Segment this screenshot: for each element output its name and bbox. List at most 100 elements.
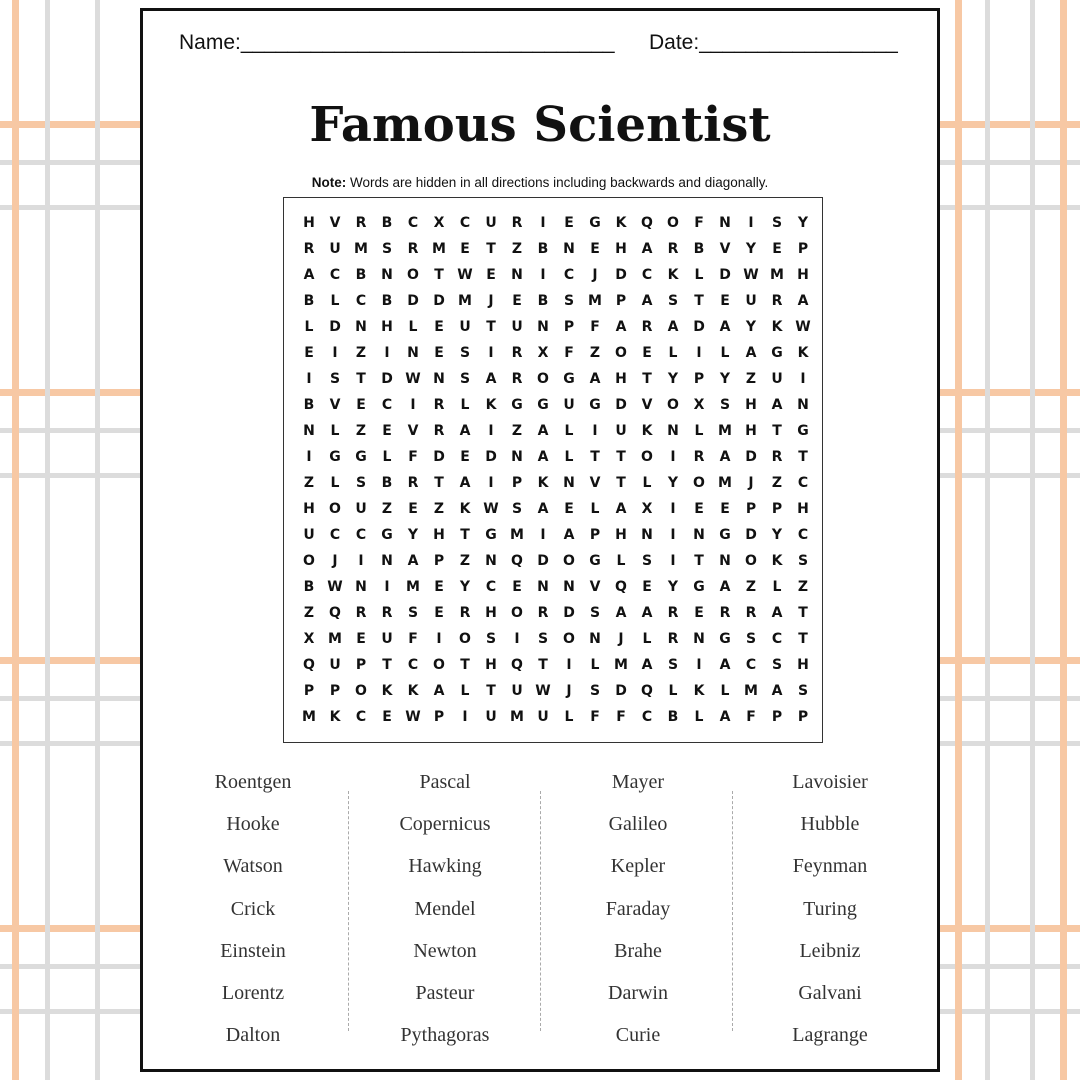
grid-letter[interactable]: O — [667, 397, 679, 413]
grid-letter[interactable]: R — [771, 293, 783, 309]
grid-letter[interactable]: L — [564, 709, 574, 725]
grid-letter[interactable]: N — [693, 527, 705, 543]
grid-letter[interactable]: D — [615, 683, 627, 699]
grid-letter[interactable]: Y — [771, 527, 783, 543]
grid-letter[interactable]: Y — [719, 371, 731, 387]
grid-letter[interactable]: N — [641, 527, 653, 543]
grid-letter[interactable]: E — [486, 267, 496, 283]
grid-letter[interactable]: U — [563, 397, 575, 413]
grid-letter[interactable]: A — [797, 293, 809, 309]
grid-letter[interactable]: N — [563, 579, 575, 595]
grid-letter[interactable]: K — [641, 423, 653, 439]
grid-letter[interactable]: T — [616, 449, 626, 465]
grid-letter[interactable]: Z — [797, 579, 809, 595]
grid-letter[interactable]: Y — [797, 215, 809, 231]
grid-letter[interactable]: T — [798, 449, 808, 465]
grid-letter[interactable]: M — [770, 267, 784, 283]
grid-letter[interactable]: D — [745, 527, 757, 543]
grid-letter[interactable]: H — [433, 527, 445, 543]
grid-letter[interactable]: V — [641, 397, 653, 413]
grid-letter[interactable]: U — [771, 371, 783, 387]
grid-letter[interactable]: Q — [615, 579, 627, 595]
grid-letter[interactable]: N — [719, 553, 731, 569]
grid-letter[interactable]: C — [745, 657, 757, 673]
grid-letter[interactable]: E — [512, 579, 522, 595]
grid-letter[interactable]: D — [433, 449, 445, 465]
grid-letter[interactable]: K — [485, 397, 497, 413]
grid-letter[interactable]: K — [459, 501, 471, 517]
grid-letter[interactable]: A — [459, 423, 471, 439]
grid-letter[interactable]: E — [382, 423, 392, 439]
grid-letter[interactable]: L — [616, 553, 626, 569]
grid-letter[interactable]: U — [381, 631, 393, 647]
grid-letter[interactable]: N — [719, 215, 731, 231]
grid-letter[interactable]: J — [332, 553, 338, 569]
grid-letter[interactable]: S — [511, 501, 523, 517]
grid-letter[interactable]: C — [381, 397, 393, 413]
grid-letter[interactable]: R — [693, 449, 705, 465]
grid-letter[interactable]: K — [667, 267, 679, 283]
grid-letter[interactable]: S — [667, 657, 679, 673]
grid-letter[interactable]: H — [303, 215, 315, 231]
grid-letter[interactable]: I — [514, 631, 520, 647]
grid-letter[interactable]: A — [563, 527, 575, 543]
grid-letter[interactable]: I — [566, 657, 572, 673]
grid-letter[interactable]: N — [433, 371, 445, 387]
grid-letter[interactable]: E — [564, 501, 574, 517]
grid-letter[interactable]: C — [485, 579, 497, 595]
grid-letter[interactable]: A — [641, 605, 653, 621]
grid-letter[interactable]: I — [540, 215, 546, 231]
grid-letter[interactable]: N — [511, 449, 523, 465]
grid-letter[interactable]: I — [462, 709, 468, 725]
grid-letter[interactable]: J — [566, 683, 572, 699]
grid-letter[interactable]: V — [407, 423, 419, 439]
grid-letter[interactable]: E — [512, 293, 522, 309]
grid-letter[interactable]: Z — [589, 345, 601, 361]
grid-letter[interactable]: O — [433, 657, 445, 673]
grid-letter[interactable]: P — [433, 553, 445, 569]
grid-letter[interactable]: I — [592, 423, 598, 439]
grid-letter[interactable]: A — [303, 267, 315, 283]
grid-letter[interactable]: L — [382, 449, 392, 465]
grid-letter[interactable]: L — [720, 683, 730, 699]
grid-letter[interactable]: S — [667, 293, 679, 309]
grid-letter[interactable]: A — [771, 683, 783, 699]
grid-letter[interactable]: E — [720, 293, 730, 309]
grid-letter[interactable]: K — [615, 215, 627, 231]
grid-letter[interactable]: D — [433, 293, 445, 309]
grid-letter[interactable]: E — [434, 345, 444, 361]
grid-letter[interactable]: I — [488, 423, 494, 439]
grid-letter[interactable]: E — [356, 397, 366, 413]
grid-letter[interactable]: D — [537, 553, 549, 569]
grid-letter[interactable]: O — [745, 553, 757, 569]
grid-letter[interactable]: W — [405, 371, 421, 387]
grid-letter[interactable]: A — [641, 241, 653, 257]
grid-letter[interactable]: T — [382, 657, 392, 673]
grid-letter[interactable]: L — [668, 345, 678, 361]
grid-letter[interactable]: W — [535, 683, 551, 699]
grid-letter[interactable]: N — [511, 267, 523, 283]
grid-letter[interactable]: A — [589, 371, 601, 387]
grid-letter[interactable]: R — [511, 215, 523, 231]
grid-letter[interactable]: P — [355, 657, 367, 673]
grid-letter[interactable]: F — [408, 449, 418, 465]
grid-letter[interactable]: L — [304, 319, 314, 335]
grid-letter[interactable]: S — [381, 241, 393, 257]
grid-letter[interactable]: C — [771, 631, 783, 647]
grid-letter[interactable]: U — [537, 709, 549, 725]
grid-letter[interactable]: S — [537, 631, 549, 647]
grid-letter[interactable]: G — [719, 527, 731, 543]
grid-letter[interactable]: W — [483, 501, 499, 517]
grid-letter[interactable]: I — [540, 267, 546, 283]
grid-letter[interactable]: T — [356, 371, 366, 387]
grid-letter[interactable]: H — [797, 267, 809, 283]
grid-letter[interactable]: I — [306, 449, 312, 465]
grid-letter[interactable]: D — [693, 319, 705, 335]
grid-letter[interactable]: O — [303, 553, 315, 569]
grid-letter[interactable]: G — [589, 397, 601, 413]
grid-letter[interactable]: E — [356, 631, 366, 647]
grid-letter[interactable]: K — [537, 475, 549, 491]
grid-letter[interactable]: C — [407, 215, 419, 231]
grid-letter[interactable]: G — [485, 527, 497, 543]
grid-letter[interactable]: F — [590, 709, 600, 725]
